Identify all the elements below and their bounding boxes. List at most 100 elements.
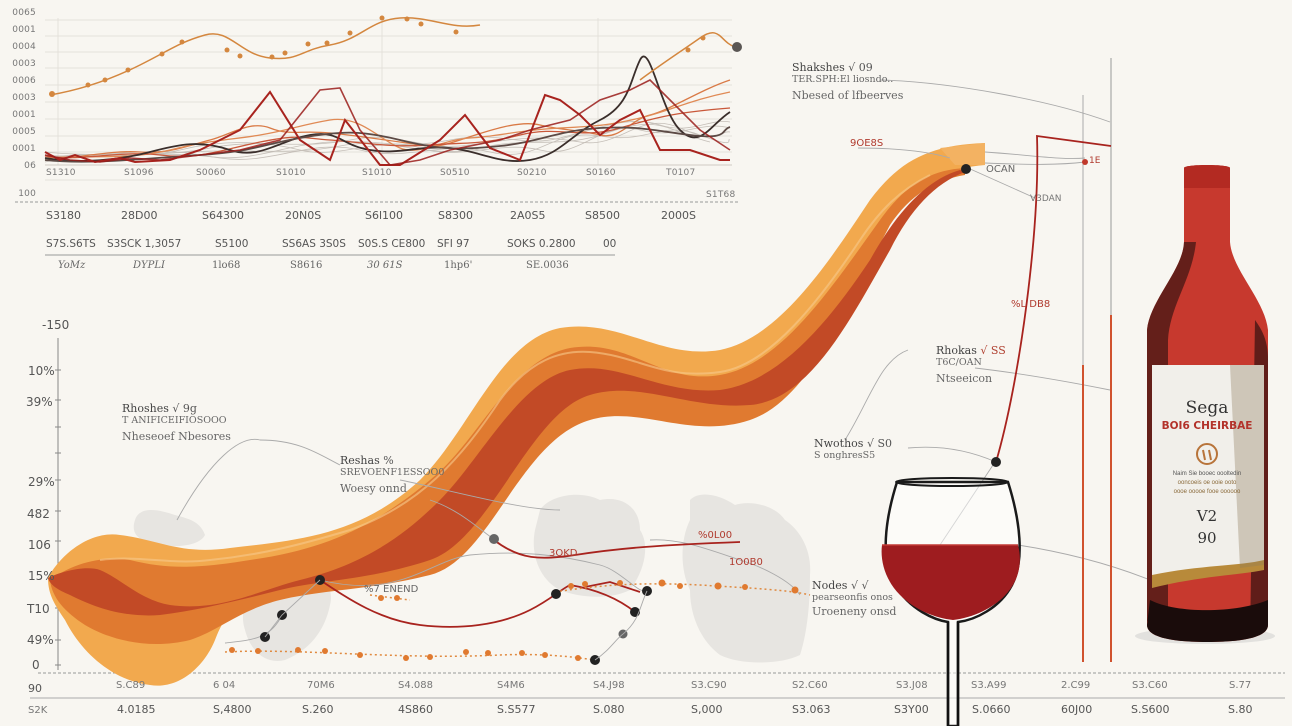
main-y-tick: -150 bbox=[42, 318, 70, 332]
table-cell: S8300 bbox=[438, 209, 473, 222]
table-cell: 2000S bbox=[661, 209, 696, 222]
top-x-tick: T0107 bbox=[666, 168, 696, 178]
x-tick-upper: S3.J08 bbox=[896, 680, 928, 691]
table-cell: 28D00 bbox=[121, 209, 158, 222]
table-cell: 2A0S5 bbox=[510, 209, 546, 222]
annotation-left: Rhoshes √ 9g T ANIFICEIFIOSOOO Nheseoef … bbox=[122, 402, 231, 443]
table-cell: S0S.S CE800 bbox=[358, 238, 426, 250]
table-cell: DYPLI bbox=[133, 260, 165, 271]
x-tick-lower: S.S600 bbox=[1131, 703, 1170, 716]
red-label: 3OKD bbox=[549, 548, 578, 559]
main-y-tick: 0 bbox=[32, 658, 40, 672]
annotation-center: Reshas % SREVOENF1ESSOO0 Woesy onnd bbox=[340, 454, 445, 495]
y-tick: 0001 bbox=[12, 25, 36, 35]
y-tick: 0003 bbox=[12, 93, 36, 103]
main-y-tick: 39% bbox=[26, 395, 53, 409]
x-tick-lower: S,000 bbox=[691, 703, 723, 716]
top-x-tick: S1010 bbox=[362, 168, 392, 178]
table-cell: S3180 bbox=[46, 209, 81, 222]
x-tick-upper: S2.C60 bbox=[792, 680, 828, 691]
y-tick: 0003 bbox=[12, 59, 36, 69]
table-cell: S8500 bbox=[585, 209, 620, 222]
y-tick: 0001 bbox=[12, 110, 36, 120]
top-x-tick: S0160 bbox=[586, 168, 616, 178]
bottle-emblem-icon bbox=[1152, 432, 1262, 470]
y-tick: 0004 bbox=[12, 42, 36, 52]
x-tick-upper: 6 04 bbox=[213, 680, 236, 691]
table-cell: SE.0036 bbox=[526, 260, 569, 271]
main-y-tick: 49% bbox=[27, 633, 54, 647]
leader-lines bbox=[176, 79, 1151, 644]
x-tick-lower: S.260 bbox=[302, 703, 334, 716]
top-chart-y-axis: 0065 0001 0004 0003 0006 0003 0001 0005 … bbox=[12, 8, 36, 206]
axis-corner-label: S2K bbox=[28, 705, 48, 716]
top-chart-red-line bbox=[44, 90, 730, 166]
x-tick-lower: 60J00 bbox=[1061, 703, 1093, 716]
y-tick: 0065 bbox=[12, 8, 36, 18]
x-tick-upper: S3.C90 bbox=[691, 680, 727, 691]
table-cell: SFI 97 bbox=[437, 238, 470, 250]
table-cell: S3SCK 1,3057 bbox=[107, 238, 182, 250]
bottle-vintage: V2 bbox=[1196, 507, 1218, 525]
table-cell: SOKS 0.2800 bbox=[507, 238, 576, 250]
top-x-tick: S0060 bbox=[196, 168, 226, 178]
table-cell: YoMz bbox=[58, 260, 86, 271]
main-y-tick: 106 bbox=[28, 538, 51, 552]
x-tick-lower: S.0660 bbox=[972, 703, 1011, 716]
red-label: OCAN bbox=[986, 164, 1016, 175]
red-label: V3DAN bbox=[1030, 194, 1062, 204]
x-tick-lower: S.080 bbox=[593, 703, 625, 716]
x-tick-lower: S3Y00 bbox=[894, 703, 929, 716]
x-tick-upper: S4M6 bbox=[497, 680, 525, 691]
top-x-tick: S1010 bbox=[276, 168, 306, 178]
table-cell: S8616 bbox=[290, 260, 323, 271]
x-tick-lower: S.80 bbox=[1228, 703, 1253, 716]
x-tick-upper: S4.J98 bbox=[593, 680, 625, 691]
wine-glass bbox=[881, 477, 1021, 726]
x-tick-lower: S,4800 bbox=[213, 703, 252, 716]
red-label: 1E bbox=[1089, 156, 1101, 166]
annotation-lower-right: Nodes √ √ pearseonfis onos Uroeneny onsd bbox=[812, 579, 897, 618]
x-tick-lower: 4.0185 bbox=[117, 703, 156, 716]
y-tick: 0005 bbox=[12, 127, 36, 137]
x-tick-upper: S4.088 bbox=[398, 680, 433, 691]
main-ribbon bbox=[48, 143, 985, 686]
main-y-tick: 482 bbox=[27, 507, 50, 521]
bottle-score: 90 bbox=[1197, 529, 1217, 547]
bottle-label: Sega BOI6 CHEIRBAE Naim Sie booec ooolte… bbox=[1152, 398, 1262, 547]
top-chart-trend-dots bbox=[49, 15, 459, 97]
y-tick: 0006 bbox=[12, 76, 36, 86]
table-cell: 30 61S bbox=[367, 260, 403, 271]
table-cell: 1hp6' bbox=[444, 260, 473, 271]
bottle-fine-print: oooe ooooe fooe oooooo bbox=[1173, 489, 1241, 495]
x-tick-lower: S.S577 bbox=[497, 703, 536, 716]
table-cell: 00 bbox=[603, 238, 617, 250]
x-tick-upper: S.C89 bbox=[116, 680, 146, 691]
wine-bottle bbox=[1135, 165, 1275, 644]
table-cell: S64300 bbox=[202, 209, 244, 222]
x-tick-upper: 70M6 bbox=[307, 680, 335, 691]
axis-corner-label: 90 bbox=[28, 682, 42, 695]
top-x-tick: S0510 bbox=[440, 168, 470, 178]
table-cell: 1lo68 bbox=[212, 260, 241, 271]
bottle-brand: Sega bbox=[1185, 398, 1229, 418]
top-chart-dark-lines bbox=[44, 55, 731, 163]
x-tick-upper: S.77 bbox=[1229, 680, 1252, 691]
orange-dots bbox=[229, 579, 799, 661]
top-x-tick: S1096 bbox=[124, 168, 154, 178]
red-label: %0L00 bbox=[698, 530, 733, 541]
top-x-tick: S0210 bbox=[517, 168, 547, 178]
main-y-tick: 29% bbox=[28, 475, 55, 489]
x-tick-upper: 2.C99 bbox=[1061, 680, 1091, 691]
top-chart-grid bbox=[45, 18, 732, 181]
y-tick: 100 bbox=[18, 189, 36, 199]
y-tick: 06 bbox=[24, 161, 36, 171]
x-tick-upper: S3.C60 bbox=[1132, 680, 1168, 691]
x-tick-upper: S3.A99 bbox=[971, 680, 1007, 691]
red-label: %L DB8 bbox=[1011, 299, 1051, 310]
annotation-right-mid: Rhokas √ SS T6C/OAN Ntseeicon bbox=[936, 344, 1006, 385]
top-chart-orange-trend bbox=[49, 17, 481, 96]
bottle-fine-print: ooncoeis oe ooie ooto bbox=[1177, 480, 1237, 486]
top-x-tick: S1310 bbox=[46, 168, 76, 178]
